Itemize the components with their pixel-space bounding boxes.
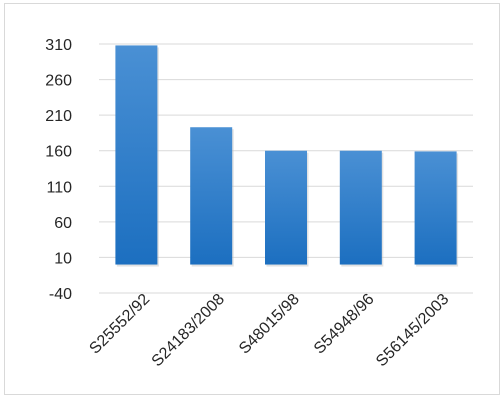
y-tick-label: -40 bbox=[49, 286, 72, 303]
bar-S56145/2003 bbox=[414, 151, 457, 265]
x-category-label: S56145/2003 bbox=[373, 291, 452, 370]
bar-S54948/96 bbox=[339, 150, 382, 265]
y-tick-label: 10 bbox=[54, 250, 72, 267]
bar-S48015/98 bbox=[265, 150, 307, 265]
y-tick-label: 110 bbox=[46, 179, 72, 196]
y-tick-label: 60 bbox=[54, 215, 72, 232]
y-tick-label: 310 bbox=[45, 37, 72, 54]
x-category-label: S25552/92 bbox=[86, 291, 153, 358]
bar-S24183/2008 bbox=[190, 127, 233, 265]
y-axis-tick-labels: -40 10 60 110 160 210 260 310 bbox=[45, 37, 72, 303]
y-tick-label: 260 bbox=[45, 73, 72, 90]
x-category-label: S24183/2008 bbox=[149, 291, 228, 370]
y-tick-label: 210 bbox=[45, 108, 72, 125]
x-category-label: S54948/96 bbox=[311, 291, 378, 358]
bar-S25552/92 bbox=[115, 45, 158, 265]
chart-frame: -40 10 60 110 160 210 260 310 S25552/92 S24183/2… bbox=[4, 3, 500, 395]
bar-chart: -40 10 60 110 160 210 260 310 S25552/92S24183/2… bbox=[45, 37, 473, 370]
bars bbox=[115, 45, 459, 267]
y-tick-label: 160 bbox=[45, 144, 72, 161]
x-category-label: S48015/98 bbox=[236, 291, 303, 358]
